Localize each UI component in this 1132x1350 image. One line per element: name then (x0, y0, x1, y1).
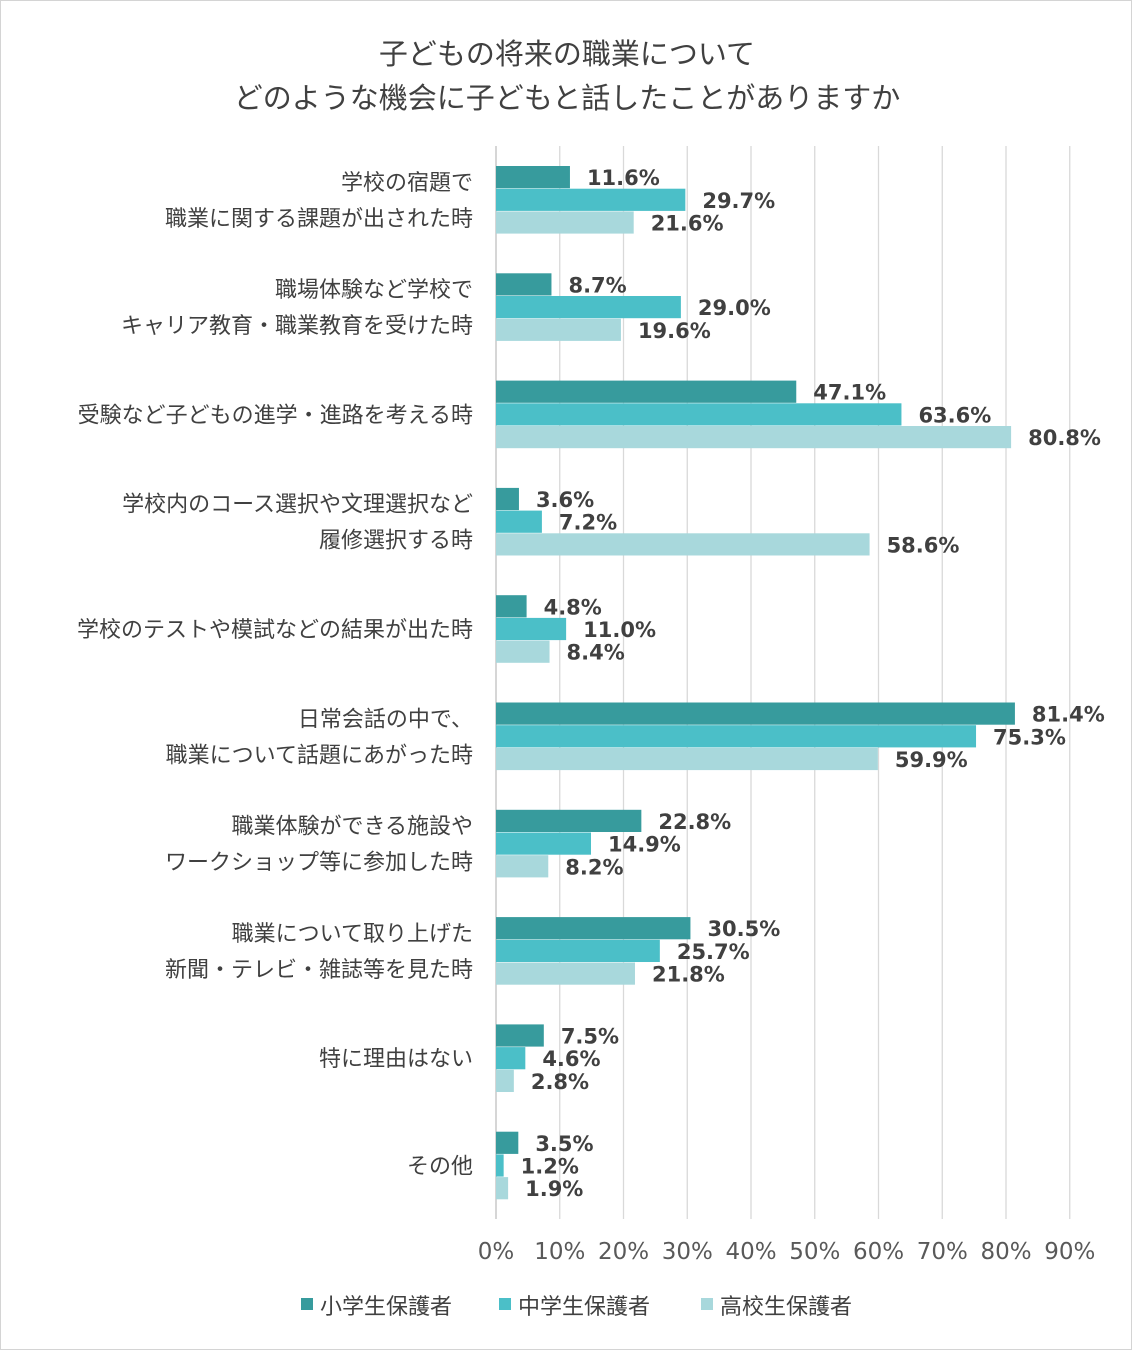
data-label: 11.6% (587, 166, 660, 190)
data-label: 3.6% (536, 488, 594, 512)
category-label: 職業に関する課題が出された時 (165, 207, 473, 232)
data-label: 47.1% (813, 381, 886, 405)
bar (496, 1177, 509, 1200)
legend-swatch (701, 1298, 713, 1310)
x-tick-label: 10% (534, 1239, 585, 1265)
bar (496, 533, 870, 556)
category-label: 職業について取り上げた (232, 922, 473, 947)
x-tick-label: 70% (917, 1239, 968, 1265)
bar (496, 1131, 519, 1154)
data-label: 8.7% (568, 273, 626, 297)
data-label: 22.8% (658, 810, 731, 834)
data-label: 75.3% (993, 725, 1066, 749)
bar (496, 725, 977, 748)
legend-label: 中学生保護者 (518, 1295, 650, 1320)
legend-label: 高校生保護者 (720, 1295, 852, 1320)
bar (496, 426, 1012, 449)
legend-swatch (499, 1298, 511, 1310)
data-label: 25.7% (677, 940, 750, 964)
bar (496, 296, 681, 319)
bar (496, 211, 634, 234)
category-label: 特に理由はない (319, 1047, 473, 1072)
data-label: 11.0% (583, 618, 656, 642)
data-label: 2.8% (531, 1070, 589, 1094)
category-label: 日常会話の中で、 (298, 707, 473, 732)
bar (496, 809, 642, 832)
category-label: 職場体験など学校で (275, 278, 473, 303)
bar (496, 510, 542, 533)
chart-title-line-2: どのような機会に子どもと話したことがありますか (233, 81, 901, 115)
x-tick-label: 40% (725, 1239, 776, 1265)
data-label: 4.8% (544, 595, 602, 619)
data-label: 29.7% (702, 189, 775, 213)
bar (496, 595, 527, 618)
data-label: 59.9% (895, 748, 968, 772)
data-label: 1.9% (525, 1177, 583, 1201)
bar (496, 747, 878, 771)
category-label: 職業について話題にあがった時 (166, 743, 473, 768)
data-label: 80.8% (1028, 426, 1101, 450)
bar (496, 487, 519, 511)
bar (496, 1024, 544, 1047)
bar (496, 188, 686, 211)
data-label: 14.9% (608, 833, 681, 857)
bar (496, 962, 635, 985)
category-label: キャリア教育・職業教育を受けた時 (121, 314, 473, 339)
x-tick-label: 0% (478, 1239, 515, 1265)
bar (496, 917, 691, 940)
bar (496, 273, 552, 296)
bar (496, 640, 550, 663)
category-label: 受験など子どもの進学・進路を考える時 (78, 403, 473, 428)
bar (496, 1069, 514, 1092)
x-tick-label: 30% (662, 1239, 713, 1265)
bar (496, 403, 902, 426)
data-label: 30.5% (707, 917, 780, 941)
data-label: 21.8% (652, 963, 725, 987)
category-label: 学校内のコース選択や文理選択など (122, 493, 473, 518)
category-label: その他 (407, 1155, 473, 1180)
data-label: 81.4% (1032, 703, 1105, 727)
data-label: 58.6% (887, 533, 960, 557)
x-tick-label: 50% (789, 1239, 840, 1265)
data-label: 63.6% (918, 403, 991, 427)
bar (496, 855, 549, 878)
x-tick-label: 20% (598, 1239, 649, 1265)
data-label: 29.0% (698, 296, 771, 320)
bar (496, 380, 797, 403)
category-label: 学校のテストや模試などの結果が出た時 (77, 618, 473, 643)
data-label: 21.6% (651, 212, 724, 236)
data-label: 7.2% (559, 511, 617, 535)
bar (496, 832, 591, 855)
bar (496, 318, 621, 341)
bar (496, 166, 570, 189)
bar (496, 1047, 526, 1070)
x-tick-label: 60% (853, 1239, 904, 1265)
bar (496, 702, 1015, 725)
data-label: 7.5% (561, 1025, 619, 1049)
data-label: 4.6% (542, 1047, 600, 1071)
legend-label: 小学生保護者 (320, 1295, 452, 1320)
bar (496, 1154, 504, 1177)
chart-title-line-1: 子どもの将来の職業について (378, 37, 756, 71)
category-label: ワークショップ等に参加した時 (165, 851, 473, 876)
data-label: 8.2% (565, 855, 623, 879)
data-label: 19.6% (638, 319, 711, 343)
x-tick-label: 90% (1044, 1239, 1095, 1265)
category-label: 職業体験ができる施設や (231, 815, 473, 840)
category-label: 学校の宿題で (341, 171, 473, 196)
bar (496, 939, 660, 962)
category-label: 履修選択する時 (319, 529, 473, 554)
category-label: 新聞・テレビ・雑誌等を見た時 (165, 958, 473, 983)
x-tick-label: 80% (980, 1239, 1031, 1265)
data-label: 8.4% (567, 641, 625, 665)
data-label: 3.5% (535, 1132, 593, 1156)
legend-swatch (301, 1298, 313, 1310)
data-label: 1.2% (521, 1155, 579, 1179)
bar (496, 617, 567, 641)
